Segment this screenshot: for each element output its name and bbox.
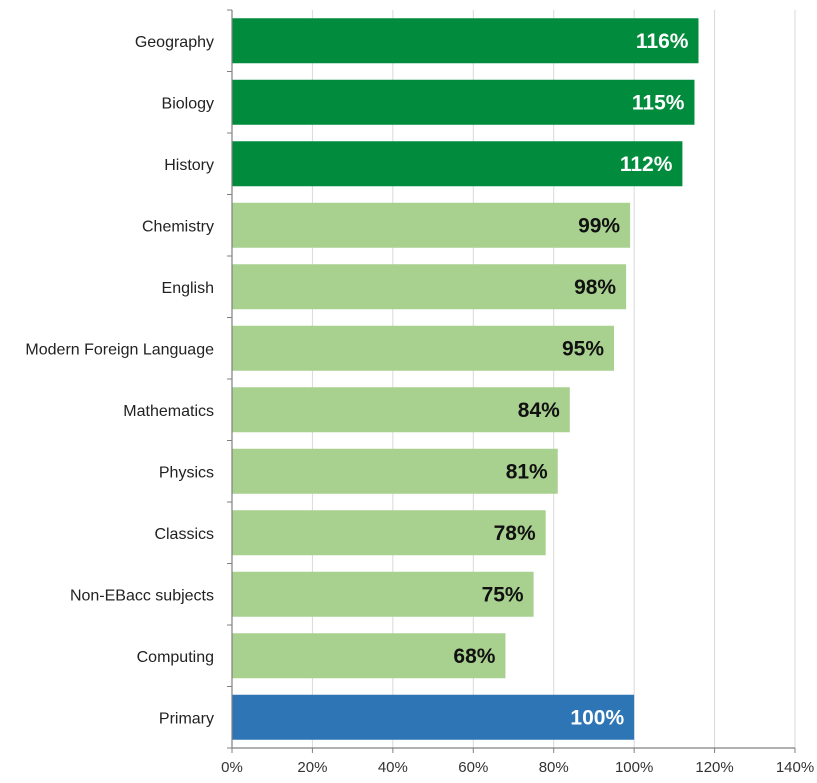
x-tick-label: 120%	[695, 759, 733, 776]
category-label: Chemistry	[142, 218, 214, 235]
gridlines	[311, 10, 796, 748]
data-label: 116%	[636, 30, 689, 53]
x-tick-label: 20%	[297, 759, 327, 776]
labels: 116% Geography 115% Biology 112% History 99% Ch…	[25, 30, 814, 776]
axes	[227, 9, 796, 753]
category-label: English	[162, 280, 214, 297]
data-label: 112%	[620, 153, 673, 176]
x-tick-label: 60%	[458, 759, 488, 776]
bar	[232, 448, 558, 494]
bars	[232, 18, 699, 740]
data-label: 75%	[482, 583, 524, 606]
x-tick-label: 40%	[378, 759, 408, 776]
x-tick-label: 140%	[776, 759, 814, 776]
category-label: Geography	[135, 34, 214, 51]
bar	[232, 510, 546, 556]
category-label: Mathematics	[123, 403, 214, 420]
category-label: Biology	[162, 95, 214, 112]
data-label: 99%	[578, 214, 620, 237]
bar	[232, 325, 615, 371]
category-label: Primary	[159, 710, 214, 727]
category-label: History	[164, 157, 214, 174]
x-tick-label: 80%	[539, 759, 569, 776]
bar	[232, 141, 683, 187]
data-label: 95%	[562, 337, 604, 360]
data-label: 84%	[518, 399, 560, 422]
data-label: 98%	[574, 276, 616, 299]
bar	[232, 633, 506, 679]
data-label: 78%	[494, 522, 536, 545]
data-label: 81%	[506, 460, 548, 483]
category-label: Non-EBacc subjects	[70, 587, 214, 604]
category-label: Classics	[154, 526, 214, 543]
bar	[232, 264, 627, 310]
data-label: 115%	[632, 91, 685, 114]
bar	[232, 571, 534, 617]
bar	[232, 694, 635, 740]
data-label: 68%	[453, 645, 495, 668]
data-label: 100%	[570, 706, 624, 729]
category-label: Computing	[137, 649, 214, 666]
bar	[232, 202, 631, 248]
category-label: Physics	[159, 464, 214, 481]
bar	[232, 79, 695, 125]
bar	[232, 18, 699, 64]
category-label: Modern Foreign Language	[25, 341, 214, 358]
x-tick-label: 0%	[221, 759, 243, 776]
bar	[232, 387, 570, 433]
x-tick-label: 100%	[615, 759, 653, 776]
